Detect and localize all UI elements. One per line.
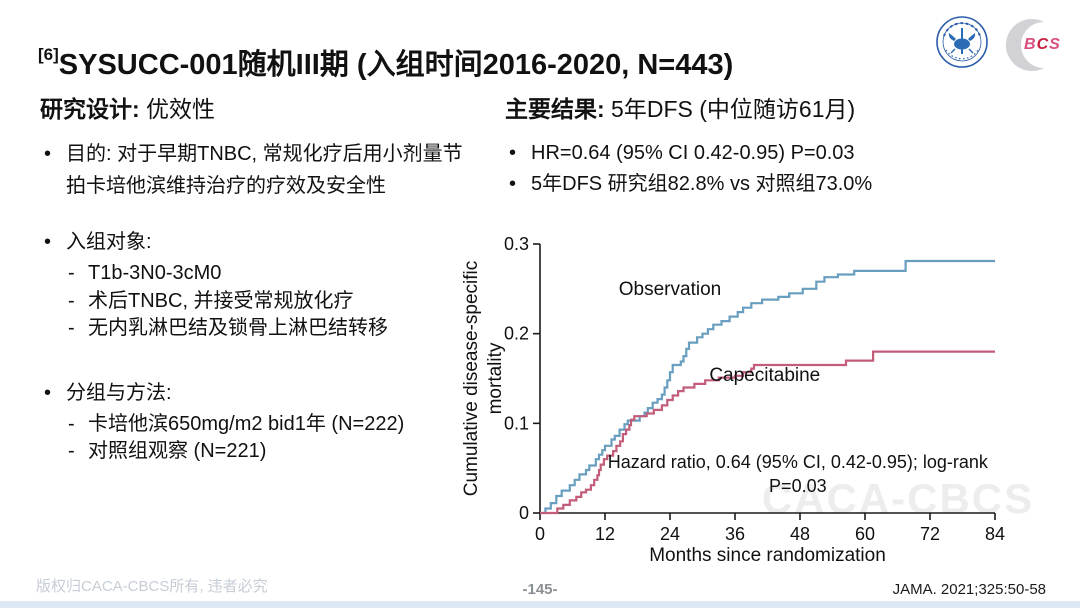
capecitabine-curve bbox=[540, 350, 995, 515]
x-tick-label: 36 bbox=[725, 524, 745, 544]
x-axis-title: Months since randomization bbox=[649, 545, 886, 566]
x-tick-label: 48 bbox=[790, 524, 810, 544]
y-tick-label: 0.3 bbox=[504, 234, 529, 254]
bullet-hr: HR=0.64 (95% CI 0.42-0.95) P=0.03 bbox=[505, 138, 1065, 169]
hazard-ratio-annotation-line1: Hazard ratio, 0.64 (95% CI, 0.42-0.95); … bbox=[608, 452, 989, 472]
study-design-heading: 研究设计: 优效性 bbox=[40, 96, 216, 122]
study-design-panel: 研究设计: 优效性 目的: 对于早期TNBC, 常规化疗后用小剂量节拍卡培他滨维… bbox=[40, 90, 470, 466]
title-superscript: [6] bbox=[38, 45, 59, 65]
watermark-text: CACA-CBCS bbox=[762, 475, 1034, 522]
bcs-logo-icon: BCS bbox=[1000, 16, 1066, 74]
y-axis-title-line1: Cumulative disease-specific bbox=[461, 261, 482, 497]
sub-item: 无内乳淋巴结及锁骨上淋巴结转移 bbox=[66, 315, 470, 343]
bullet-dfs: 5年DFS 研究组82.8% vs 对照组73.0% bbox=[505, 169, 1065, 200]
y-tick-label: 0 bbox=[519, 503, 529, 523]
x-tick-label: 84 bbox=[985, 524, 1005, 544]
main-results-heading: 主要结果: 5年DFS (中位随访61月) bbox=[505, 96, 856, 122]
footer-copyright: 版权归CACA-CBCS所有, 违者必究 bbox=[36, 578, 268, 595]
x-tick-label: 24 bbox=[660, 524, 680, 544]
footer-page-number: -145- bbox=[522, 581, 558, 598]
footer-reference: JAMA. 2021;325:50-58 bbox=[892, 581, 1046, 598]
y-axis-title-line2: mortality bbox=[485, 342, 506, 414]
bullet-enrollment: 入组对象: T1b-3N0-3cM0 术后TNBC, 并接受常规放化疗 无内乳淋… bbox=[40, 226, 470, 343]
bullet-grouping: 分组与方法: 卡培他滨650mg/m2 bid1年 (N=222) 对照组观察 … bbox=[40, 377, 470, 466]
sub-item: 术后TNBC, 并接受常规放化疗 bbox=[66, 288, 470, 316]
sub-item: 对照组观察 (N=221) bbox=[66, 438, 470, 466]
x-tick-label: 60 bbox=[855, 524, 875, 544]
x-tick-label: 12 bbox=[595, 524, 615, 544]
sub-item: 卡培他滨650mg/m2 bid1年 (N=222) bbox=[66, 411, 470, 439]
x-tick-label: 0 bbox=[535, 524, 545, 544]
observation-label: Observation bbox=[619, 279, 721, 300]
capecitabine-label: Capecitabine bbox=[709, 365, 820, 386]
page-title: [6]SYSUCC-001随机III期 (入组时间2016-2020, N=44… bbox=[38, 41, 733, 83]
main-results-panel: 主要结果: 5年DFS (中位随访61月) HR=0.64 (95% CI 0.… bbox=[505, 90, 1065, 200]
km-cumulative-mortality-chart: CACA-CBCS 0 12 24 36 48 60 72 84 0 0.1 0.2 0.3 Months… bbox=[461, 234, 1034, 566]
bcs-logo-text: BCS bbox=[1024, 35, 1061, 53]
bottom-accent-band bbox=[0, 601, 1080, 608]
bullet-objective: 目的: 对于早期TNBC, 常规化疗后用小剂量节拍卡培他滨维持治疗的疗效及安全性 bbox=[40, 138, 470, 202]
title-text: SYSUCC-001随机III期 (入组时间2016-2020, N=443) bbox=[58, 49, 734, 82]
observation-curve bbox=[540, 259, 995, 515]
caca-logo-icon bbox=[934, 14, 990, 75]
sub-item: T1b-3N0-3cM0 bbox=[66, 260, 470, 288]
hazard-ratio-annotation-line2: P=0.03 bbox=[769, 476, 827, 496]
x-tick-label: 72 bbox=[920, 524, 940, 544]
y-tick-label: 0.1 bbox=[504, 413, 529, 433]
y-tick-label: 0.2 bbox=[504, 324, 529, 344]
logo-group: BCS bbox=[934, 14, 1066, 75]
